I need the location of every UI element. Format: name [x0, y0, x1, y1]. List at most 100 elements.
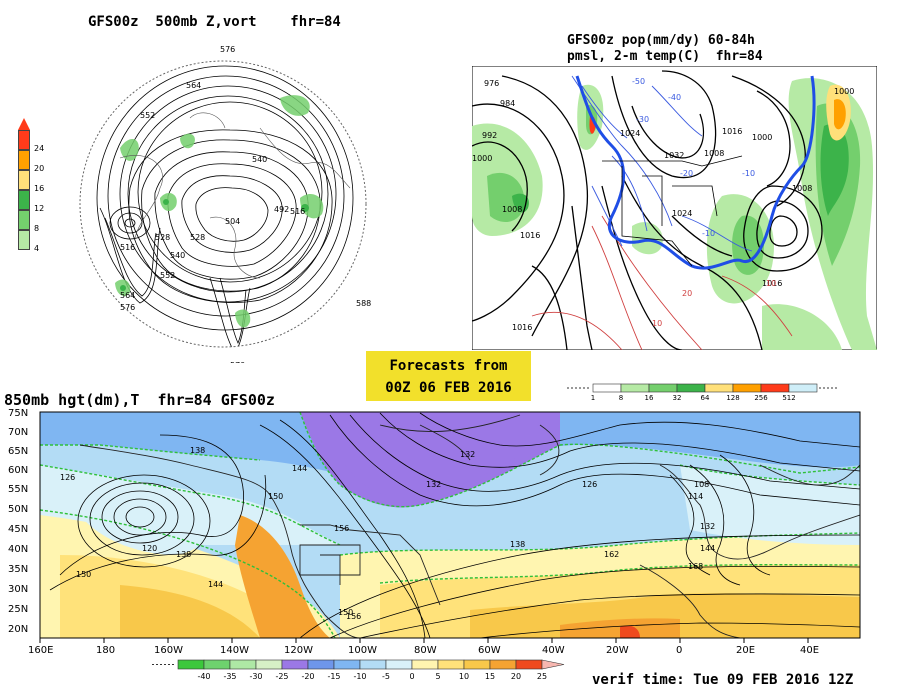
- lon-label: 0: [676, 645, 683, 656]
- lat-label: 30N: [8, 584, 29, 595]
- temp-legend-swatch: [177, 659, 205, 670]
- lat-label: 45N: [8, 524, 29, 535]
- pop-boundaries: [602, 155, 743, 267]
- temp-legend-swatch: [385, 659, 413, 670]
- hgt850-ticks: [39, 638, 809, 643]
- temp-legend-swatch: [463, 659, 491, 670]
- contour-label: 552: [140, 111, 155, 120]
- contour-label: 576: [220, 45, 235, 54]
- temp-legend-label: 0: [409, 672, 414, 681]
- temp-legend-label: -35: [223, 672, 236, 681]
- temp-legend-swatch: [437, 659, 465, 670]
- height-label: 132: [700, 522, 715, 531]
- temp-legend-label: -25: [275, 672, 288, 681]
- lat-label: 70N: [8, 427, 29, 438]
- lat-label: 60N: [8, 465, 29, 476]
- pop-legend-swatch: [788, 383, 818, 393]
- legend-label: 8: [34, 224, 40, 233]
- hgt850-title: 850mb hgt(dm),T fhr=84 GFS00z: [4, 391, 275, 409]
- lon-label: 160W: [154, 645, 183, 656]
- temp-legend-swatch: [515, 659, 543, 670]
- contour-label: 528: [190, 233, 205, 242]
- isobar-label: 1016: [762, 279, 782, 288]
- temp-legend-label: 5: [435, 672, 440, 681]
- contour-label: 564: [120, 291, 135, 300]
- forecast-banner: Forecasts from 00Z 06 FEB 2016: [366, 351, 531, 401]
- height-label: 138: [510, 540, 525, 549]
- lat-label: 35N: [8, 564, 29, 575]
- vort500-field: [96, 65, 354, 347]
- pop-legend-label: 32: [673, 394, 682, 402]
- pop-legend-label: 16: [645, 394, 654, 402]
- pop-legend-label: 1: [591, 394, 595, 402]
- lon-label: 40E: [800, 645, 820, 656]
- isobar-label: 976: [484, 79, 499, 88]
- pop-map: 976 984 992 1000 1008 1016 1024 1032 101…: [472, 66, 877, 350]
- lon-label: 20E: [736, 645, 756, 656]
- isobar-label: 1000: [472, 154, 492, 163]
- isobar-label: 1016: [520, 231, 540, 240]
- height-label: 156: [334, 524, 349, 533]
- pop-legend-swatch: [620, 383, 650, 393]
- lat-label: 55N: [8, 484, 29, 495]
- vort500-map: 576 564 552 540 528 516 504 492 528 540 …: [79, 45, 371, 363]
- isobar-label: 1008: [704, 149, 724, 158]
- lat-label: 20N: [8, 624, 29, 635]
- temp-legend-swatch: [307, 659, 335, 670]
- height-label: 108: [694, 480, 709, 489]
- temp-legend-label: 10: [459, 672, 469, 681]
- contour-label: 540: [252, 155, 267, 164]
- lat-label: 75N: [8, 408, 29, 419]
- pop-legend-label: 128: [726, 394, 739, 402]
- height-label: 150: [268, 492, 283, 501]
- height-label: 144: [208, 580, 223, 589]
- temp-label: -20: [680, 169, 693, 178]
- lon-label: 180: [96, 645, 116, 656]
- contour-label: 504: [225, 217, 240, 226]
- height-label: 150: [76, 570, 91, 579]
- height-label: 138: [190, 446, 205, 455]
- temp-legend-swatch: [203, 659, 231, 670]
- legend-swatch: [18, 190, 30, 210]
- height-label: 126: [582, 480, 597, 489]
- banner-line2: 00Z 06 FEB 2016: [385, 380, 512, 396]
- isobar-label: 1016: [512, 323, 532, 332]
- temp-legend-swatch: [229, 659, 257, 670]
- contour-label: 564: [186, 81, 201, 90]
- height-label: 144: [292, 464, 307, 473]
- height-label: 168: [688, 562, 703, 571]
- pop-legend-swatch: [676, 383, 706, 393]
- temp-label: -40: [668, 93, 681, 102]
- temp-legend-label: 25: [537, 672, 547, 681]
- pop-labels: 976 984 992 1000 1008 1016 1024 1032 101…: [472, 77, 854, 332]
- lon-axis: 160E 180 160W 140W 120W 100W 80W 60W 40W…: [0, 645, 900, 659]
- legend-swatch: [18, 230, 30, 250]
- contour-label: 492: [274, 205, 289, 214]
- isobar-label: 1000: [834, 87, 854, 96]
- pop-legend-swatch: [592, 383, 622, 393]
- legend-swatch: [18, 210, 30, 230]
- contour-label: 516: [120, 243, 135, 252]
- hgt850-height-labels: 138 126 144 132 132 126 150 156 150 138 …: [60, 446, 715, 621]
- vort500-title: GFS00z 500mb Z,vort fhr=84: [88, 14, 341, 30]
- temp-label: -10: [742, 169, 755, 178]
- contour-label: 552: [160, 271, 175, 280]
- temp-label: -10: [702, 229, 715, 238]
- temp-legend-swatch: [255, 659, 283, 670]
- temp-label: 10: [766, 279, 776, 288]
- pop-precip-shading: [472, 78, 877, 350]
- lon-label: 120W: [284, 645, 313, 656]
- contour-label: 570: [230, 361, 245, 363]
- temp-legend-label: -40: [197, 672, 210, 681]
- isobar-label: 1016: [722, 127, 742, 136]
- isobar-label: 1024: [672, 209, 692, 218]
- verif-time: verif time: Tue 09 FEB 2016 12Z: [592, 672, 854, 688]
- height-label: 114: [688, 492, 703, 501]
- temp-legend-label: -20: [301, 672, 314, 681]
- height-label: 138: [176, 550, 191, 559]
- pop-legend-swatch: [704, 383, 734, 393]
- hgt850-map: 138 126 144 132 132 126 150 156 150 138 …: [39, 411, 861, 643]
- temp-legend-label: -15: [327, 672, 340, 681]
- lat-label: 40N: [8, 544, 29, 555]
- contour-label: 516: [290, 207, 305, 216]
